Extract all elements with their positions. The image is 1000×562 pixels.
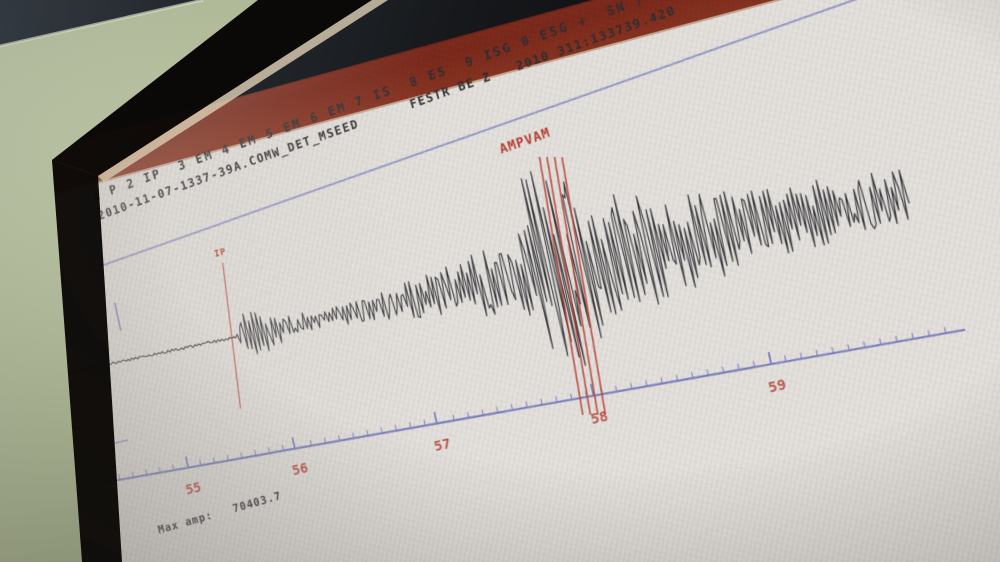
casing-bevel-highlight (0, 0, 204, 48)
axis-minute-label: 58 (589, 408, 609, 428)
axis-minute-tick (186, 456, 188, 467)
phase-pick-label: AMPVAM (498, 125, 553, 158)
axis-minute-label: 59 (767, 376, 788, 397)
axis-minor-tick (600, 388, 603, 395)
left-scale-mark-horizontal (114, 440, 128, 443)
axis-minute-tick (591, 384, 596, 397)
axis-minute-label: 56 (291, 460, 310, 479)
axis-minute-label: 57 (433, 435, 453, 455)
time-axis-line (83, 285, 966, 527)
axis-minute-label: 55 (184, 479, 203, 498)
axis-minute-tick (769, 352, 772, 364)
axis-minute-tick (434, 412, 437, 423)
window-icon (0, 167, 24, 199)
phase-pick-line (210, 263, 254, 409)
left-scale-mark-vertical (115, 303, 121, 331)
axis-minute-tick (292, 437, 294, 448)
phase-pick-label: IP (214, 247, 228, 260)
